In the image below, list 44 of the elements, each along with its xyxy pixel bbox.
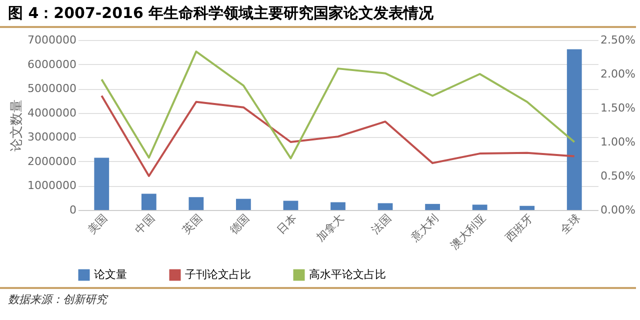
- x-tick-label: 全球: [558, 212, 583, 237]
- y-axis-title: 论文数量: [10, 100, 25, 152]
- x-tick-label: 西班牙: [503, 212, 536, 244]
- y-tick-label: 3000000: [28, 130, 76, 144]
- x-tick-label: 日本: [274, 212, 300, 237]
- y2-tick-label: 1.50%: [600, 102, 636, 114]
- x-tick-label: 英国: [180, 212, 205, 237]
- bar: [94, 158, 110, 210]
- bar: [378, 203, 393, 210]
- y2-tick-label: 0.00%: [600, 204, 636, 216]
- y-tick-label: 5000000: [28, 82, 76, 96]
- y-tick-label: 7000000: [28, 34, 76, 46]
- x-tick-label: 意大利: [408, 212, 442, 246]
- bar: [283, 200, 298, 210]
- x-tick-label: 法国: [369, 212, 394, 237]
- bar: [520, 206, 535, 210]
- x-tick-label: 澳大利亚: [448, 212, 488, 252]
- legend-label: 论文量: [94, 268, 127, 281]
- y2-tick-label: 2.00%: [600, 68, 636, 80]
- line-series: [100, 94, 576, 177]
- y-tick-label: 0: [70, 204, 76, 216]
- y-tick-label: 1000000: [28, 179, 76, 192]
- y-tick-label: 4000000: [28, 106, 76, 120]
- bar: [188, 197, 204, 210]
- source-note: 数据来源：创新研究: [0, 287, 636, 310]
- legend-label: 子刊论文占比: [185, 268, 251, 281]
- x-tick-label: 加拿大: [314, 212, 346, 244]
- y2-tick-label: 1.00%: [600, 136, 636, 148]
- y-tick-label: 6000000: [28, 58, 76, 71]
- bar: [330, 202, 346, 210]
- x-tick-label: 德国: [227, 212, 252, 237]
- legend-label: 高水平论文占比: [309, 268, 386, 281]
- y2-tick-label: 2.50%: [600, 34, 636, 46]
- bar: [236, 198, 251, 210]
- x-tick-label: 美国: [85, 212, 110, 237]
- bar: [425, 204, 440, 210]
- bar: [141, 194, 156, 210]
- line-series: [100, 50, 576, 160]
- chart-title: 图 4：2007-2016 年生命科学领域主要研究国家论文发表情况: [0, 0, 636, 28]
- y-tick-label: 2000000: [28, 154, 76, 168]
- x-tick-label: 中国: [132, 212, 158, 237]
- y2-tick-label: 0.50%: [600, 170, 636, 182]
- bar: [472, 204, 488, 210]
- bar: [566, 49, 582, 210]
